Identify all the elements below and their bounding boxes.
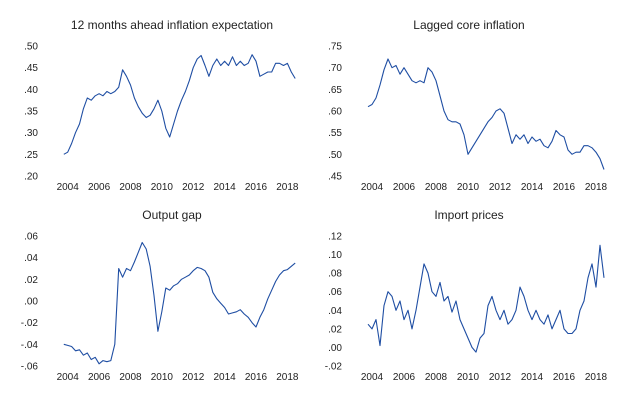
x-tick-label: 2004 [361, 182, 384, 193]
y-tick-label: -.02 [325, 362, 343, 373]
x-tick-label: 2012 [489, 372, 512, 383]
x-tick-label: 2014 [521, 372, 544, 383]
y-tick-label: .00 [24, 297, 38, 308]
x-tick-label: 2018 [276, 372, 299, 383]
panel-inflation-expectation: 12 months ahead inflation expectation .2… [24, 18, 299, 193]
series-line-output-gap [63, 241, 296, 365]
y-tick-labels: .45 .50 .55 .60 .65 .70 .75 [328, 42, 342, 183]
y-tick-label: .20 [24, 172, 38, 183]
panel-title: Lagged core inflation [413, 18, 524, 32]
y-tick-label: .10 [328, 250, 342, 261]
x-tick-label: 2012 [182, 372, 205, 383]
y-tick-label: -.04 [21, 340, 39, 351]
panel-lagged-core-inflation: Lagged core inflation .45 .50 .55 .60 .65 .70… [328, 18, 607, 193]
y-tick-label: .06 [328, 287, 342, 298]
x-tick-labels: 2004 2006 2008 2010 2012 2014 2016 2018 [361, 182, 608, 193]
x-tick-label: 2006 [88, 372, 111, 383]
x-tick-label: 2012 [489, 182, 512, 193]
y-tick-label: .04 [24, 253, 38, 264]
x-tick-label: 2006 [393, 182, 416, 193]
y-tick-label: .50 [328, 150, 342, 161]
x-tick-label: 2018 [276, 182, 299, 193]
y-tick-label: .70 [328, 63, 342, 74]
y-tick-label: .75 [328, 42, 342, 53]
y-tick-label: .50 [24, 42, 38, 53]
x-tick-label: 2018 [585, 182, 608, 193]
panel-output-gap: Output gap -.06 -.04 -.02 .00 .02 .04 .06 2004… [21, 208, 299, 383]
x-tick-label: 2006 [88, 182, 111, 193]
y-tick-label: .65 [328, 85, 342, 96]
y-tick-label: .35 [24, 107, 38, 118]
x-tick-label: 2004 [361, 372, 384, 383]
x-tick-label: 2008 [119, 182, 142, 193]
panel-title: Import prices [434, 208, 503, 222]
x-tick-label: 2004 [57, 372, 80, 383]
x-tick-label: 2016 [245, 182, 268, 193]
x-tick-label: 2010 [151, 372, 174, 383]
x-tick-label: 2012 [182, 182, 205, 193]
y-tick-labels: .20 .25 .30 .35 .40 .45 .50 [24, 42, 38, 183]
y-tick-label: .30 [24, 128, 38, 139]
y-tick-label: -.02 [21, 318, 39, 329]
y-tick-label: .02 [328, 324, 342, 335]
x-tick-label: 2008 [425, 182, 448, 193]
y-tick-label: .60 [328, 107, 342, 118]
y-tick-label: .25 [24, 150, 38, 161]
x-tick-label: 2010 [457, 182, 480, 193]
panel-title: 12 months ahead inflation expectation [71, 18, 273, 32]
series-line-inflation-expectation [63, 54, 296, 155]
y-tick-label: .02 [24, 275, 38, 286]
panel-title: Output gap [142, 208, 202, 222]
y-tick-labels: -.06 -.04 -.02 .00 .02 .04 .06 [21, 232, 39, 373]
y-tick-labels: -.02 .00 .02 .04 .06 .08 .10 .12 [325, 232, 343, 373]
x-tick-labels: 2004 2006 2008 2010 2012 2014 2016 2018 [57, 182, 299, 193]
y-tick-label: .04 [328, 306, 342, 317]
y-tick-label: .45 [328, 172, 342, 183]
y-tick-label: -.06 [21, 362, 39, 373]
x-tick-label: 2016 [245, 372, 268, 383]
x-tick-label: 2014 [213, 372, 236, 383]
x-tick-label: 2014 [521, 182, 544, 193]
y-tick-label: .00 [328, 343, 342, 354]
x-tick-label: 2016 [553, 372, 576, 383]
series-line-lagged-core-inflation [367, 58, 605, 170]
y-tick-label: .08 [328, 269, 342, 280]
y-tick-label: .40 [24, 85, 38, 96]
x-tick-label: 2010 [457, 372, 480, 383]
x-tick-label: 2010 [151, 182, 174, 193]
x-tick-labels: 2004 2006 2008 2010 2012 2014 2016 2018 [57, 372, 299, 383]
x-tick-label: 2016 [553, 182, 576, 193]
x-tick-label: 2018 [585, 372, 608, 383]
x-tick-label: 2006 [393, 372, 416, 383]
x-tick-label: 2008 [119, 372, 142, 383]
y-tick-label: .06 [24, 232, 38, 243]
x-tick-labels: 2004 2006 2008 2010 2012 2014 2016 2018 [361, 372, 608, 383]
series-line-import-prices [367, 244, 605, 353]
y-tick-label: .45 [24, 63, 38, 74]
x-tick-label: 2004 [57, 182, 80, 193]
y-tick-label: .12 [328, 232, 342, 243]
panel-import-prices: Import prices -.02.00.02.04.06.08.10.12 … [325, 208, 608, 383]
x-tick-label: 2008 [425, 372, 448, 383]
y-tick-label: .55 [328, 128, 342, 139]
x-tick-label: 2014 [213, 182, 236, 193]
